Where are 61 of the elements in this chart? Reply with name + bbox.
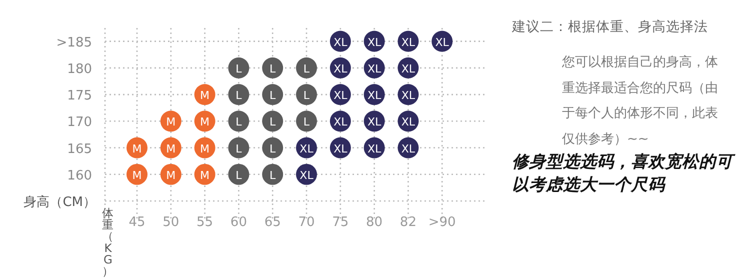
x-axis-title: 体重（KG）	[102, 206, 114, 278]
text: M	[200, 142, 210, 156]
text: L	[303, 89, 310, 102]
series-label: L	[270, 89, 277, 102]
series-label: XL	[334, 89, 348, 102]
text: L	[303, 62, 310, 76]
series-label: M	[132, 168, 142, 182]
text: XL	[401, 36, 416, 49]
text: L	[236, 168, 242, 182]
text: L	[270, 168, 276, 182]
y-tick-label: >185	[56, 35, 92, 50]
text: 您可以根据自己的身高，体重选择最适合您的尺码（由于每个人的体形不同，此表仅供参考）~~	[562, 54, 719, 148]
text: XL	[401, 142, 416, 156]
x-tick-label: 55	[196, 215, 214, 230]
text: XL	[367, 142, 382, 156]
text: L	[236, 62, 242, 76]
text: M	[200, 116, 210, 129]
text: XL	[334, 116, 348, 129]
text: L	[303, 116, 310, 129]
text: XL	[367, 116, 382, 129]
x-tick-label: 75	[332, 215, 349, 230]
text: XL	[367, 62, 382, 76]
text: M	[166, 116, 176, 129]
text: M	[200, 168, 210, 182]
text: XL	[334, 62, 348, 76]
x-tick-label: 70	[298, 215, 315, 230]
y-tick-label: 180	[67, 62, 92, 77]
text: L	[270, 116, 276, 129]
x-tick-label: 60	[230, 215, 247, 230]
text: M	[200, 89, 210, 102]
text: L	[236, 142, 242, 156]
x-tick-label: 80	[366, 215, 383, 230]
text: 修身型选选码，喜欢宽松的可以考虑选大一个尺码	[512, 151, 736, 196]
text: L	[236, 89, 242, 102]
text: XL	[401, 116, 416, 129]
text: XL	[435, 36, 449, 49]
text: XL	[334, 142, 348, 156]
y-axis-title: 身高（CM）	[24, 194, 96, 210]
text: XL	[300, 142, 314, 156]
x-tick-label: 82	[400, 215, 416, 230]
x-tick-label: >90	[428, 215, 456, 230]
text: XL	[367, 36, 382, 49]
text: L	[270, 62, 276, 76]
y-tick-label: 175	[67, 88, 92, 104]
text: M	[166, 142, 176, 156]
text: XL	[367, 89, 382, 102]
text: M	[166, 168, 176, 182]
text: XL	[401, 89, 416, 102]
text: L	[270, 142, 276, 156]
y-tick-label: 160	[67, 168, 92, 184]
text: 建议二：根据体重、身高选择法	[512, 18, 708, 36]
text: M	[132, 142, 142, 156]
x-tick-label: 50	[162, 215, 180, 230]
text: XL	[401, 62, 416, 76]
x-tick-label: 65	[264, 215, 281, 230]
text: XL	[334, 36, 348, 49]
y-tick-label: 170	[67, 115, 92, 130]
y-tick-label: 165	[67, 142, 92, 157]
text: L	[236, 116, 242, 129]
x-tick-label: 45	[128, 215, 146, 230]
text: XL	[300, 168, 314, 182]
